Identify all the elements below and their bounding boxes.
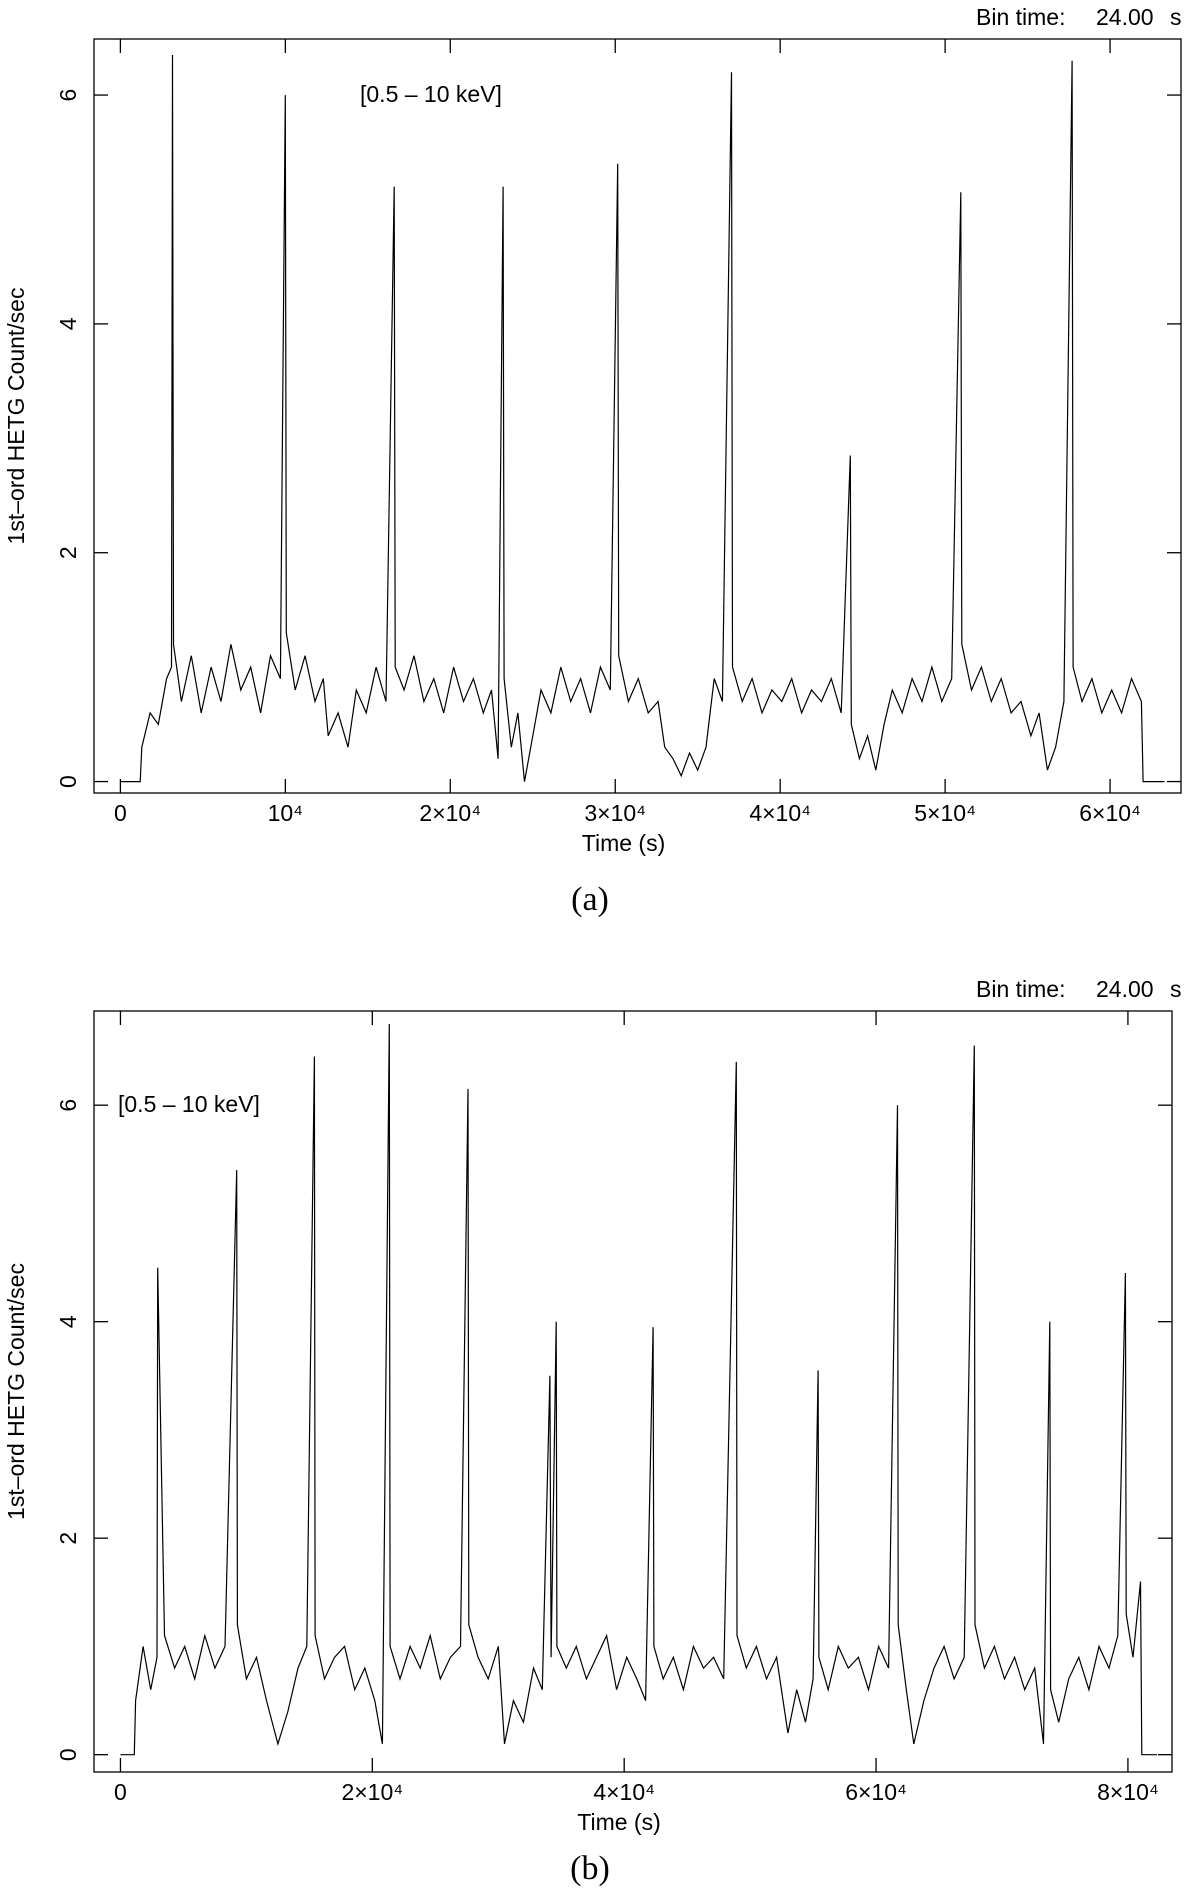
energy-band: [0.5 – 10 keV] — [118, 1091, 260, 1117]
x-tick-label: 0 — [114, 800, 127, 826]
x-tick-label: 8×10⁴ — [1097, 1779, 1159, 1805]
y-tick-label: 0 — [55, 1748, 81, 1761]
y-tick-label: 6 — [55, 89, 81, 102]
x-tick-label: 10⁴ — [268, 800, 303, 826]
panel-caption: (a) — [571, 881, 609, 918]
bin-time-label: Bin time: — [976, 976, 1065, 1002]
bin-time-label: Bin time: — [976, 4, 1065, 30]
x-tick-label: 5×10⁴ — [914, 800, 976, 826]
panel-caption: (b) — [570, 1850, 610, 1887]
y-tick-label: 4 — [55, 1315, 81, 1328]
bin-time-unit: s — [1170, 4, 1182, 30]
y-axis-label: 1st–ord HETG Count/sec — [3, 288, 29, 545]
x-axis-label: Time (s) — [577, 1809, 660, 1835]
x-tick-label: 2×10⁴ — [341, 1779, 403, 1805]
y-axis-label: 1st–ord HETG Count/sec — [3, 1263, 29, 1520]
x-tick-label: 6×10⁴ — [1079, 800, 1141, 826]
plot-frame — [93, 38, 1182, 794]
x-tick-label: 6×10⁴ — [845, 1779, 907, 1805]
bin-time-value: 24.00 — [1096, 976, 1154, 1002]
x-tick-label: 4×10⁴ — [593, 1779, 655, 1805]
energy-band: [0.5 – 10 keV] — [360, 81, 502, 107]
bin-time-unit: s — [1170, 976, 1182, 1002]
x-tick-label: 0 — [114, 1779, 127, 1805]
y-tick-label: 2 — [55, 1532, 81, 1545]
light-curve — [120, 1023, 1157, 1756]
x-axis-label: Time (s) — [582, 830, 665, 856]
x-tick-label: 4×10⁴ — [749, 800, 811, 826]
bin-time-value: 24.00 — [1096, 4, 1154, 30]
y-tick-label: 2 — [55, 546, 81, 559]
y-tick-label: 6 — [55, 1099, 81, 1112]
light-curve — [120, 54, 1165, 783]
y-tick-label: 4 — [55, 317, 81, 330]
x-tick-label: 3×10⁴ — [584, 800, 646, 826]
x-tick-label: 2×10⁴ — [419, 800, 481, 826]
y-tick-label: 0 — [55, 775, 81, 788]
plot-frame — [93, 1010, 1173, 1773]
